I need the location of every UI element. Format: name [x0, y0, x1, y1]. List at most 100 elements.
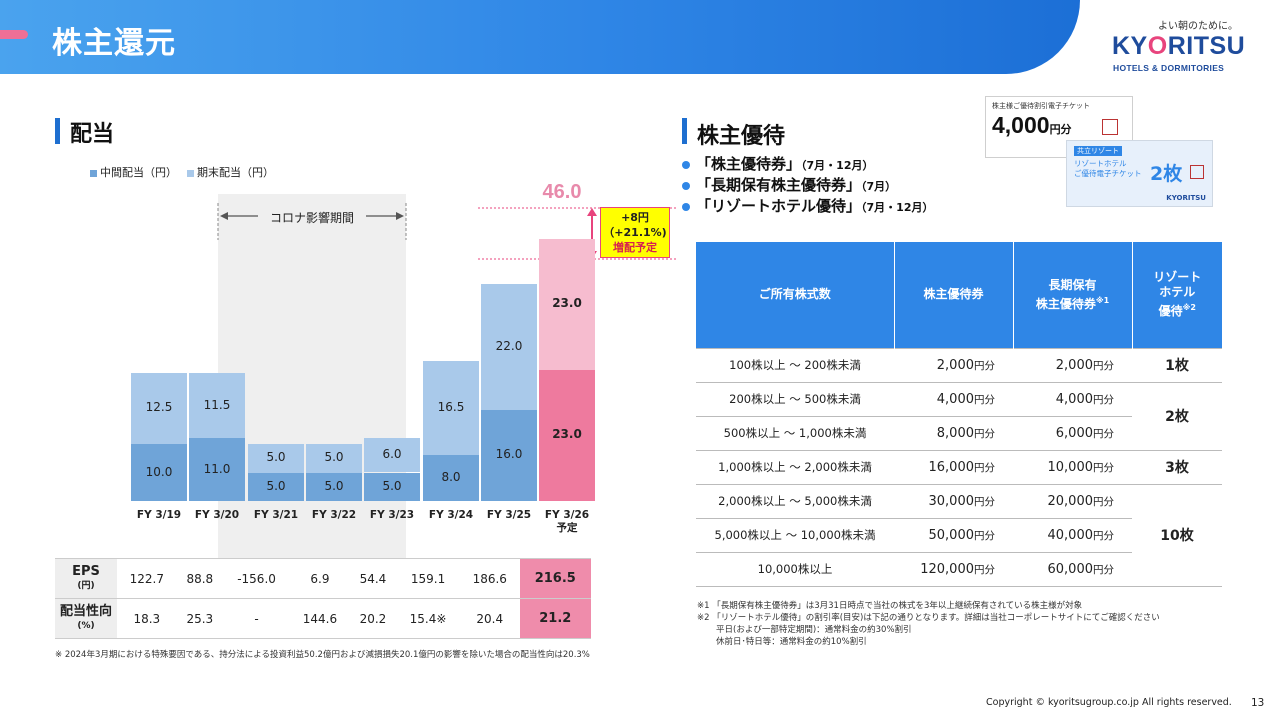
- bar-final: [423, 361, 479, 456]
- table-row: 10,000株以上 120,000円分 60,000円分: [696, 552, 1222, 587]
- forecast-total-label: 46.0: [542, 181, 582, 203]
- data-label-interim: 11.0: [203, 461, 231, 476]
- resort-tickets-cell: 1枚: [1132, 347, 1222, 383]
- logo-subtitle: HOTELS & DORMITORIES: [1113, 63, 1225, 73]
- bar-final: [481, 284, 537, 410]
- table-row: 200株以上 ～ 500株未満 4,000円分 4,000円分 2枚: [696, 382, 1222, 451]
- bullet-icon: [682, 160, 690, 169]
- bar-interim: [539, 369, 595, 501]
- table-row: 2,000株以上 ～ 5,000株未満 30,000円分 20,000円分 10…: [696, 484, 1222, 587]
- copyright: Copyright © kyoritsugroup.co.jp All righ…: [986, 697, 1232, 708]
- bar-interim: [306, 472, 362, 501]
- legend-swatch-interim: [90, 169, 97, 177]
- bar-interim: [131, 444, 187, 501]
- increase-arrow-up-head: [587, 208, 597, 216]
- legend-final: 期末配当（円）: [187, 164, 274, 180]
- table-row: 500株以上 ～ 1,000株未満 8,000円分 6,000円分: [696, 416, 1222, 451]
- data-label-interim: 5.0: [266, 478, 286, 493]
- page-number: 13: [1251, 697, 1265, 709]
- section-title-benefits: 株主優待: [697, 124, 786, 149]
- section-title-dividend: 配当: [70, 122, 115, 147]
- bullet-icon: [682, 181, 690, 190]
- eps-cell: 122.7: [117, 558, 177, 599]
- payout-cell: 20.2: [349, 598, 397, 639]
- header-long-term: 長期保有 株主優待券※1: [1013, 242, 1133, 348]
- payout-row: 配当性向 (%) 18.3 25.3 - 144.6 20.2 15.4※ 20.…: [55, 598, 591, 639]
- data-label-final: 16.5: [437, 400, 465, 415]
- bar-interim: [189, 438, 245, 501]
- eps-cell: 6.9: [290, 558, 350, 599]
- corona-period-shading: [218, 194, 406, 558]
- data-label-interim: 16.0: [495, 447, 523, 462]
- resort-tickets-cell: 10枚: [1132, 484, 1222, 587]
- logo-tagline: よい朝のために。: [1158, 21, 1238, 32]
- page-title: 株主還元: [52, 26, 176, 61]
- bar-interim: [248, 472, 304, 501]
- x-tick-label: FY 3/20: [194, 509, 240, 521]
- data-label-final: 6.0: [382, 447, 402, 462]
- data-label-interim: 23.0: [552, 427, 582, 442]
- payout-row-header: 配当性向 (%): [55, 598, 117, 639]
- eps-cell: 54.4: [349, 558, 397, 599]
- data-label-interim: 5.0: [324, 478, 344, 493]
- bar-final: [306, 444, 362, 473]
- bar-final: [189, 372, 245, 439]
- bar-interim: [423, 455, 479, 501]
- payout-cell: 18.3: [117, 598, 177, 639]
- bar-interim: [364, 472, 420, 501]
- resort-ticket-image: 共立リゾート リゾートホテル ご優待電子チケット 2枚 KYORITSU: [1066, 140, 1213, 207]
- data-label-final: 11.5: [203, 397, 231, 412]
- seal-stamp-icon: [1190, 165, 1204, 179]
- bullet-icon: [682, 202, 690, 211]
- corona-period-label: コロナ影響期間: [258, 209, 366, 226]
- company-logo: KYORITSU: [1112, 32, 1246, 60]
- data-label-interim: 5.0: [382, 478, 402, 493]
- benefit-table: ご所有株式数 株主優待券 長期保有 株主優待券※1 リゾート ホテル 優待※2 100…: [696, 242, 1222, 587]
- legend-swatch-final: [187, 169, 194, 177]
- data-label-final: 22.0: [495, 339, 523, 354]
- benefit-item: 「株主優待券」（7月・12月）: [682, 153, 933, 174]
- table-row: 1,000株以上 ～ 2,000株未満 16,000円分 10,000円分 3枚: [696, 450, 1222, 485]
- header-coupon: 株主優待券: [894, 242, 1014, 348]
- table-row: 5,000株以上 ～ 10,000株未満 50,000円分 40,000円分: [696, 518, 1222, 553]
- header-shares: ご所有株式数: [696, 242, 895, 348]
- increase-callout: +8円 （+21.1%) 増配予定: [600, 207, 670, 258]
- eps-cell: 159.1: [396, 558, 460, 599]
- data-label-final: 23.0: [552, 296, 582, 311]
- payout-cell: 20.4: [459, 598, 520, 639]
- data-label-interim: 10.0: [145, 464, 173, 479]
- bar-final: [131, 372, 187, 444]
- eps-cell: 186.6: [459, 558, 520, 599]
- x-tick-label: FY 3/23: [369, 509, 415, 521]
- bar-interim: [481, 409, 537, 501]
- payout-cell: 25.3: [176, 598, 223, 639]
- eps-table: EPS (円) 122.7 88.8 -156.0 6.9 54.4 159.1 …: [55, 558, 591, 639]
- x-tick-label: FY 3/19: [136, 509, 182, 521]
- payout-cell: 144.6: [290, 598, 350, 639]
- resort-tickets-cell: 3枚: [1132, 450, 1222, 485]
- x-tick-label: FY 3/24: [428, 509, 474, 521]
- data-label-interim: 8.0: [441, 470, 461, 485]
- bar-final: [248, 444, 304, 473]
- eps-row-header: EPS (円): [55, 558, 117, 599]
- data-label-final: 5.0: [266, 450, 286, 465]
- x-tick-label: FY 3/26 予定: [544, 509, 590, 534]
- x-tick-label: FY 3/25: [486, 509, 532, 521]
- data-label-final: 5.0: [324, 450, 344, 465]
- benefit-table-header: ご所有株式数 株主優待券 長期保有 株主優待券※1 リゾート ホテル 優待※2: [696, 242, 1222, 348]
- eps-row: EPS (円) 122.7 88.8 -156.0 6.9 54.4 159.1 …: [55, 558, 591, 599]
- eps-cell-forecast: 216.5: [519, 558, 591, 599]
- header-band: [0, 0, 1080, 74]
- x-tick-label: FY 3/21: [253, 509, 299, 521]
- eps-footnote: ※ 2024年3月期における特殊要因である、持分法による投資利益50.2億円およ…: [55, 650, 590, 660]
- benefit-item: 「リゾートホテル優待」（7月・12月）: [682, 195, 933, 216]
- bar-final: [364, 438, 420, 473]
- payout-cell: 15.4※: [396, 598, 460, 639]
- bar-final: [539, 238, 595, 370]
- payout-cell: -: [222, 598, 291, 639]
- header-accent: [0, 30, 28, 39]
- resort-tickets-cell: 2枚: [1132, 382, 1222, 451]
- eps-cell: 88.8: [176, 558, 223, 599]
- benefit-list: 「株主優待券」（7月・12月） 「長期保有株主優待券」（7月） 「リゾートホテル…: [682, 153, 933, 216]
- section-bar-benefits: [682, 118, 687, 144]
